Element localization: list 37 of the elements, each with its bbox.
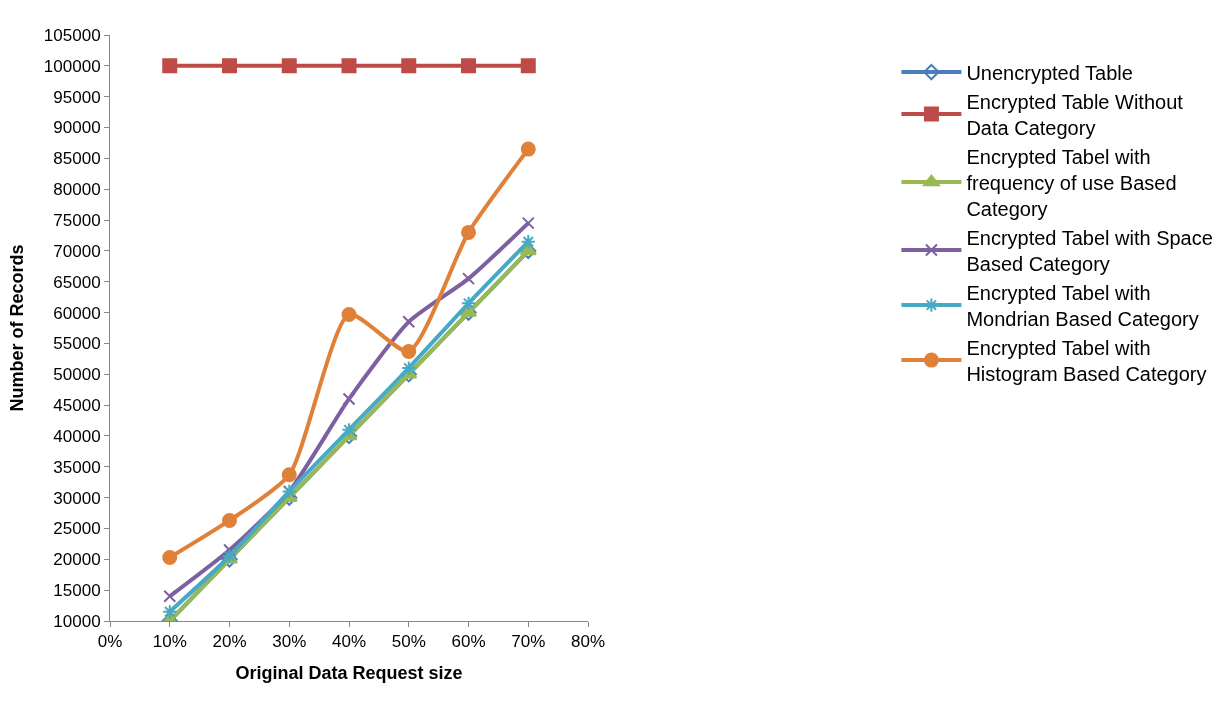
y-tick-label: 100000 bbox=[43, 56, 101, 76]
y-tick-label: 35000 bbox=[53, 457, 101, 477]
y-tick-label: 65000 bbox=[53, 272, 101, 292]
y-tick-label: 40000 bbox=[53, 426, 101, 446]
y-axis-title: Number of Records bbox=[7, 244, 28, 412]
legend-label: Encrypted Tabel with Space Based Category bbox=[966, 226, 1213, 275]
y-tick-label: 95000 bbox=[53, 87, 101, 107]
x-tick-label: 20% bbox=[212, 632, 247, 652]
x-tick-label: 40% bbox=[331, 632, 367, 652]
legend-label: Encrypted Tabel with frequency of use Based Category bbox=[966, 145, 1177, 220]
y-tick-label: 90000 bbox=[53, 118, 101, 138]
y-tick-label: 10000 bbox=[53, 611, 101, 631]
x-tick-label: 10% bbox=[152, 632, 187, 652]
x-tick-label: 80% bbox=[571, 632, 606, 652]
y-tick-label: 75000 bbox=[53, 211, 101, 230]
y-tick-label: 50000 bbox=[53, 365, 101, 385]
y-tick-label: 25000 bbox=[53, 519, 101, 539]
y-tick-label: 70000 bbox=[53, 241, 101, 261]
x-tick-label: 30% bbox=[272, 632, 307, 652]
x-tick-label: 70% bbox=[511, 632, 546, 652]
y-tick-label: 105000 bbox=[43, 25, 101, 45]
y-tick-label: 60000 bbox=[53, 303, 101, 323]
legend-label: Encrypted Tabel with Histogram Based Category bbox=[966, 336, 1207, 385]
y-tick-label: 30000 bbox=[53, 488, 101, 508]
x-axis-title: Original Data Request size bbox=[235, 662, 463, 683]
y-tick-label: 15000 bbox=[53, 581, 101, 601]
y-tick-label: 55000 bbox=[53, 334, 101, 354]
x-tick-label: 50% bbox=[391, 632, 426, 652]
x-tick-label: 60% bbox=[451, 632, 486, 652]
x-tick-label: 0% bbox=[97, 632, 123, 652]
y-tick-label: 85000 bbox=[53, 149, 101, 169]
y-tick-label: 80000 bbox=[53, 180, 101, 200]
y-tick-label: 20000 bbox=[53, 550, 101, 570]
legend-label: Encrypted Table Without Data Category bbox=[966, 90, 1184, 139]
y-tick-label: 45000 bbox=[53, 396, 101, 416]
legend-label: Encrypted Tabel with Mondrian Based Category bbox=[966, 281, 1199, 330]
legend-label: Unencrypted Table bbox=[966, 61, 1133, 84]
